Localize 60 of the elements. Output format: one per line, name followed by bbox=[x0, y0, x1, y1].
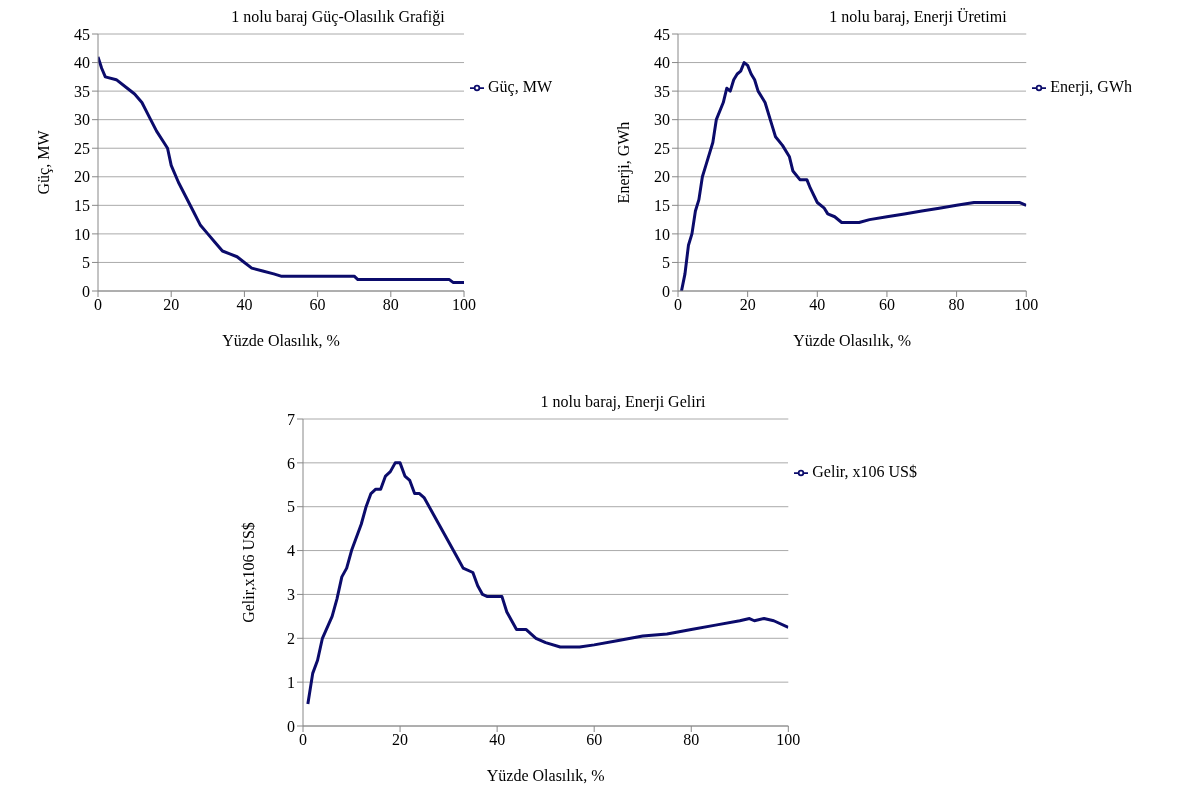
x-tick-label: 40 bbox=[809, 296, 826, 314]
line-series bbox=[98, 55, 465, 284]
x-tick-label: 80 bbox=[683, 731, 700, 749]
y-tick-label: 10 bbox=[74, 225, 90, 243]
y-tick-label: 25 bbox=[654, 139, 670, 157]
y-tick-label: 30 bbox=[74, 111, 90, 129]
x-tick-label: 80 bbox=[948, 296, 965, 314]
y-tick-label: 30 bbox=[654, 111, 670, 129]
y-tick-label: 20 bbox=[74, 168, 90, 186]
y-tick-label: 10 bbox=[654, 225, 670, 243]
x-tick-label: 20 bbox=[392, 731, 409, 749]
y-tick-label: 1 bbox=[287, 673, 295, 691]
x-tick-label: 100 bbox=[1014, 296, 1039, 314]
y-tick-label: 45 bbox=[74, 25, 90, 43]
y-tick-label: 15 bbox=[74, 197, 90, 215]
y-tick-label: 4 bbox=[287, 542, 295, 560]
y-tick-label: 5 bbox=[662, 254, 670, 272]
y-tick-label: 5 bbox=[287, 498, 295, 516]
y-tick-label: 45 bbox=[654, 25, 670, 43]
line-series bbox=[306, 461, 789, 706]
chart-title: 1 nolu baraj, Enerji Geliri bbox=[539, 393, 707, 411]
y-tick-label: 0 bbox=[662, 282, 670, 300]
x-tick-label: 100 bbox=[452, 296, 477, 314]
y-tick-label: 0 bbox=[287, 717, 295, 735]
x-axis-title: Yüzde Olasılık, % bbox=[486, 767, 605, 784]
y-tick-label: 35 bbox=[654, 82, 670, 100]
y-tick-label: 0 bbox=[82, 282, 90, 300]
legend-label: Enerji, GWh bbox=[1050, 78, 1132, 95]
y-tick-label: 40 bbox=[74, 54, 90, 72]
chart-title: 1 nolu baraj, Enerji Üretimi bbox=[828, 8, 1008, 26]
x-tick-label: 60 bbox=[309, 296, 326, 314]
y-tick-label: 5 bbox=[82, 254, 90, 272]
y-tick-label: 3 bbox=[287, 586, 295, 604]
y-axis-title: Güç, MW bbox=[34, 129, 53, 195]
x-axis-title: Yüzde Olasılık, % bbox=[793, 332, 911, 349]
y-axis-title: Gelir,x106 US$ bbox=[239, 522, 257, 623]
x-tick-label: 60 bbox=[586, 731, 603, 749]
y-tick-label: 6 bbox=[287, 454, 295, 472]
legend-label: Gelir, x106 US$ bbox=[812, 463, 917, 480]
y-tick-label: 35 bbox=[74, 82, 90, 100]
x-tick-label: 0 bbox=[94, 296, 102, 314]
x-axis-title: Yüzde Olasılık, % bbox=[222, 332, 340, 349]
x-tick-label: 40 bbox=[236, 296, 253, 314]
legend-label: Güç, MW bbox=[488, 78, 552, 95]
y-tick-label: 25 bbox=[74, 139, 90, 157]
y-tick-label: 7 bbox=[287, 410, 295, 428]
x-tick-label: 80 bbox=[382, 296, 399, 314]
x-tick-label: 100 bbox=[776, 731, 801, 749]
x-tick-label: 40 bbox=[489, 731, 506, 749]
y-tick-label: 40 bbox=[654, 54, 670, 72]
y-axis-title: Enerji, GWh bbox=[614, 121, 633, 204]
x-tick-label: 0 bbox=[299, 731, 307, 749]
y-tick-label: 20 bbox=[654, 168, 670, 186]
y-tick-label: 15 bbox=[654, 197, 670, 215]
chart-title: 1 nolu baraj Güç-Olasılık Grafiği bbox=[230, 8, 446, 26]
x-tick-label: 0 bbox=[674, 296, 682, 314]
x-tick-label: 60 bbox=[878, 296, 895, 314]
y-tick-label: 2 bbox=[287, 629, 295, 647]
x-tick-label: 20 bbox=[163, 296, 180, 314]
x-tick-label: 20 bbox=[739, 296, 756, 314]
